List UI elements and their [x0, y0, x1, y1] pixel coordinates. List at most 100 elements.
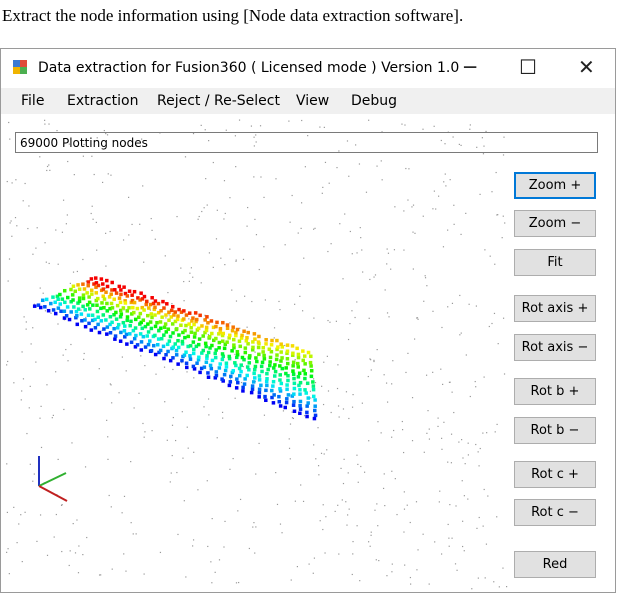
- status-box[interactable]: 69000 Plotting nodes: [15, 132, 598, 153]
- node: [102, 305, 106, 310]
- gray-node: [425, 374, 428, 376]
- node: [176, 338, 180, 343]
- node: [250, 387, 255, 391]
- node: [112, 313, 116, 317]
- button[interactable]: Red: [514, 551, 596, 578]
- gray-node: [483, 488, 485, 491]
- button[interactable]: Rot axis −: [514, 334, 596, 361]
- node: [208, 363, 213, 368]
- gray-node: [155, 373, 157, 375]
- node: [65, 305, 70, 309]
- node: [285, 357, 290, 361]
- node: [89, 288, 94, 293]
- gray-node: [479, 447, 481, 450]
- node: [290, 394, 295, 398]
- node: [285, 397, 289, 401]
- node: [55, 294, 60, 299]
- menu-item[interactable]: View: [296, 93, 330, 109]
- gray-node: [139, 223, 141, 225]
- close[interactable]: ✕: [578, 55, 595, 79]
- node: [291, 403, 296, 407]
- gray-node: [368, 317, 370, 319]
- node: [155, 320, 159, 325]
- node: [96, 283, 101, 288]
- node: [153, 313, 157, 317]
- button[interactable]: Zoom −: [514, 210, 596, 237]
- gray-node: [183, 300, 185, 302]
- node: [192, 347, 196, 352]
- gray-node: [327, 250, 329, 253]
- gray-node: [206, 480, 208, 482]
- menu-item[interactable]: Reject / Re-Select: [157, 93, 280, 109]
- node: [76, 307, 81, 311]
- node: [255, 359, 259, 364]
- node: [305, 410, 309, 415]
- gray-node: [49, 169, 51, 171]
- gray-node: [484, 249, 486, 251]
- button[interactable]: Rot axis +: [514, 295, 596, 322]
- node: [312, 394, 316, 399]
- node: [43, 305, 47, 309]
- gray-node: [21, 560, 23, 563]
- gray-node: [384, 504, 386, 507]
- gray-node: [164, 255, 166, 257]
- node: [203, 318, 207, 322]
- gray-node: [494, 431, 496, 433]
- gray-node: [9, 222, 11, 224]
- gray-node: [441, 448, 443, 450]
- node: [242, 382, 247, 386]
- node: [138, 298, 142, 302]
- gray-node: [409, 576, 412, 579]
- maximize[interactable]: ☐: [519, 55, 537, 79]
- node: [243, 350, 248, 355]
- node: [81, 304, 85, 309]
- button[interactable]: Fit: [514, 249, 596, 276]
- minimize[interactable]: ─: [464, 55, 477, 79]
- button[interactable]: Rot c +: [514, 461, 596, 488]
- gray-node: [406, 504, 408, 506]
- node: [206, 375, 211, 379]
- gray-node: [324, 161, 327, 164]
- node: [279, 359, 283, 363]
- node: [267, 347, 272, 351]
- node: [89, 328, 94, 332]
- node: [298, 388, 302, 392]
- button[interactable]: Rot b −: [514, 417, 596, 444]
- gray-node: [302, 500, 305, 503]
- node: [270, 338, 274, 343]
- node: [136, 296, 140, 300]
- gray-node: [210, 561, 212, 563]
- node: [273, 363, 277, 367]
- node: [210, 358, 215, 363]
- button[interactable]: Zoom +: [514, 172, 596, 199]
- node: [209, 319, 214, 323]
- node: [46, 308, 51, 313]
- node: [108, 322, 112, 327]
- menu-item[interactable]: Extraction: [67, 93, 139, 109]
- node: [223, 368, 228, 373]
- gray-node: [323, 126, 325, 128]
- node: [40, 298, 45, 303]
- node: [260, 369, 264, 374]
- node: [62, 309, 67, 313]
- button[interactable]: Rot c −: [514, 499, 596, 526]
- node: [285, 351, 289, 356]
- gray-node: [192, 545, 194, 547]
- menu-item[interactable]: File: [21, 93, 45, 109]
- node: [264, 398, 268, 403]
- node: [176, 345, 181, 350]
- node: [201, 334, 205, 338]
- node: [96, 296, 100, 301]
- button[interactable]: Rot b +: [514, 378, 596, 405]
- node: [167, 339, 172, 343]
- menu-item[interactable]: Debug: [351, 93, 398, 109]
- gray-node: [13, 506, 15, 508]
- gray-node: [172, 368, 174, 371]
- node: [270, 395, 274, 400]
- gray-node: [192, 276, 194, 278]
- gray-node: [354, 316, 356, 319]
- gray-node: [432, 208, 434, 210]
- gray-node: [471, 588, 473, 590]
- gray-node: [253, 145, 255, 147]
- node: [298, 403, 302, 408]
